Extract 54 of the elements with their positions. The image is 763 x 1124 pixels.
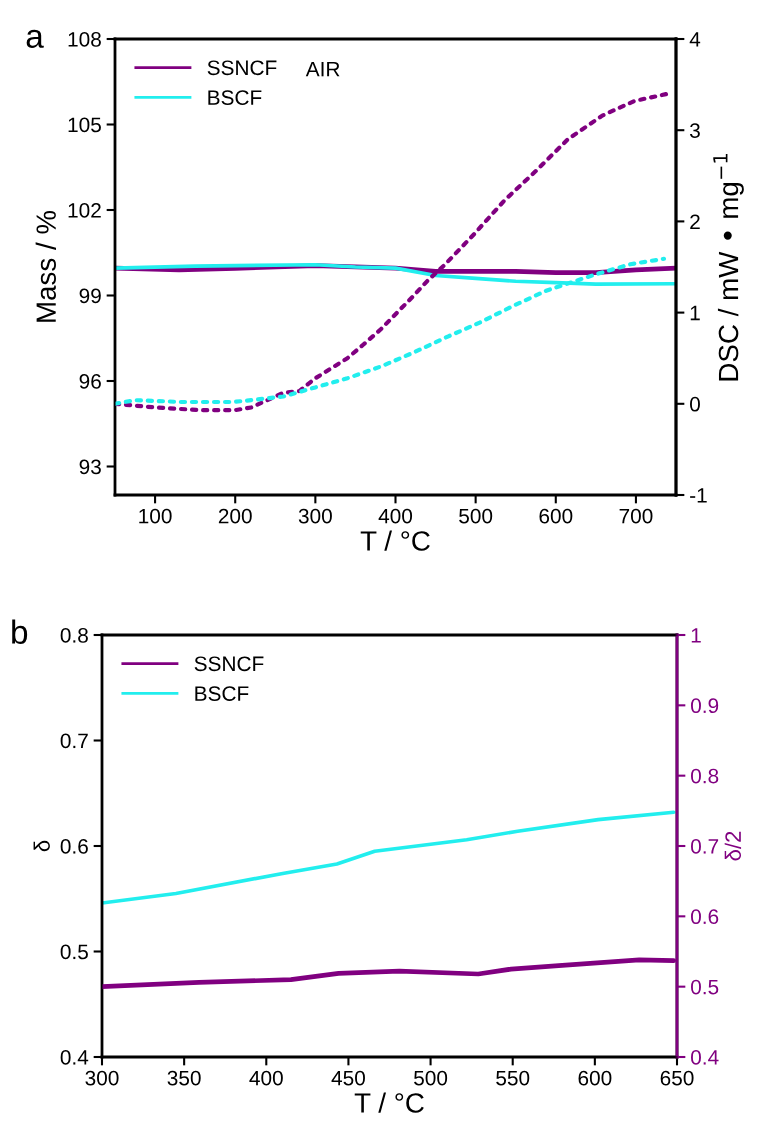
y2-tick-label: 4 bbox=[689, 32, 701, 47]
x-axis-title: T / °C bbox=[360, 530, 430, 551]
y2-axis-title: DSC / mW • mg$^{−1}$ bbox=[713, 154, 744, 381]
x-tick-label: 550 bbox=[496, 1070, 530, 1086]
x-tick-label: 450 bbox=[331, 1070, 365, 1086]
x-tick-label: 300 bbox=[298, 508, 332, 524]
x-tick-label: 300 bbox=[85, 1070, 119, 1086]
y-tick-label: 105 bbox=[68, 117, 101, 133]
y-tick-label: 96 bbox=[79, 374, 101, 389]
y-tick-label: 0.8 bbox=[60, 628, 88, 643]
y-tick-label: 108 bbox=[68, 32, 101, 47]
line-series bbox=[115, 91, 671, 413]
y2-tick-label: 0.9 bbox=[691, 698, 719, 714]
y2-tick-label: 0.8 bbox=[691, 768, 719, 784]
text: a bbox=[26, 29, 44, 48]
x-tick-label: 600 bbox=[539, 508, 573, 524]
y2-tick-label: 0.6 bbox=[691, 909, 719, 925]
y-tick-label: 102 bbox=[68, 203, 101, 218]
y2-tick-label: 1 bbox=[690, 305, 700, 321]
y2-axis-title: δ/2 bbox=[724, 831, 742, 861]
y-tick-label: 0.7 bbox=[60, 733, 88, 749]
x-tick-label: 600 bbox=[578, 1070, 612, 1086]
legend-label: SSNCF bbox=[194, 656, 264, 672]
x-tick-label: 350 bbox=[167, 1070, 201, 1086]
x-tick-label: 100 bbox=[139, 508, 172, 524]
legend-label: BSCF bbox=[208, 90, 262, 105]
legend-label: BSCF bbox=[195, 686, 249, 701]
y2-tick-label: 0.7 bbox=[691, 839, 719, 854]
y2-tick-label: 0.5 bbox=[691, 979, 719, 995]
y2-tick-label: 0.4 bbox=[691, 1050, 719, 1065]
line-series bbox=[102, 810, 676, 905]
y-axis-title: Mass / % bbox=[35, 210, 56, 322]
y2-tick-label: 2 bbox=[690, 214, 700, 229]
y-tick-label: 99 bbox=[79, 288, 101, 304]
x-tick-label: 200 bbox=[218, 508, 252, 524]
x-tick-label: 400 bbox=[249, 1070, 283, 1086]
legend-label: SSNCF bbox=[207, 60, 277, 76]
x-tick-label: 700 bbox=[619, 508, 653, 524]
annotation: AIR bbox=[305, 61, 340, 77]
y2-tick-label: 3 bbox=[689, 123, 700, 138]
y-tick-label: 93 bbox=[79, 459, 101, 475]
x-axis-title: T / °C bbox=[354, 1092, 424, 1113]
y-tick-label: 0.5 bbox=[60, 944, 88, 960]
x-tick-label: 500 bbox=[459, 508, 493, 524]
y2-tick-label: 1 bbox=[691, 628, 701, 643]
x-tick-label: 650 bbox=[660, 1070, 694, 1086]
text: b bbox=[12, 619, 28, 644]
y-axis-title: δ bbox=[33, 840, 50, 852]
x-tick-label: 500 bbox=[414, 1070, 448, 1086]
x-tick-label: 400 bbox=[378, 508, 413, 524]
y2-tick-label: 0 bbox=[690, 396, 700, 412]
y-tick-label: 0.6 bbox=[60, 839, 88, 854]
y-tick-label: 0.4 bbox=[60, 1050, 89, 1065]
y2-tick-label: -1 bbox=[690, 488, 707, 503]
